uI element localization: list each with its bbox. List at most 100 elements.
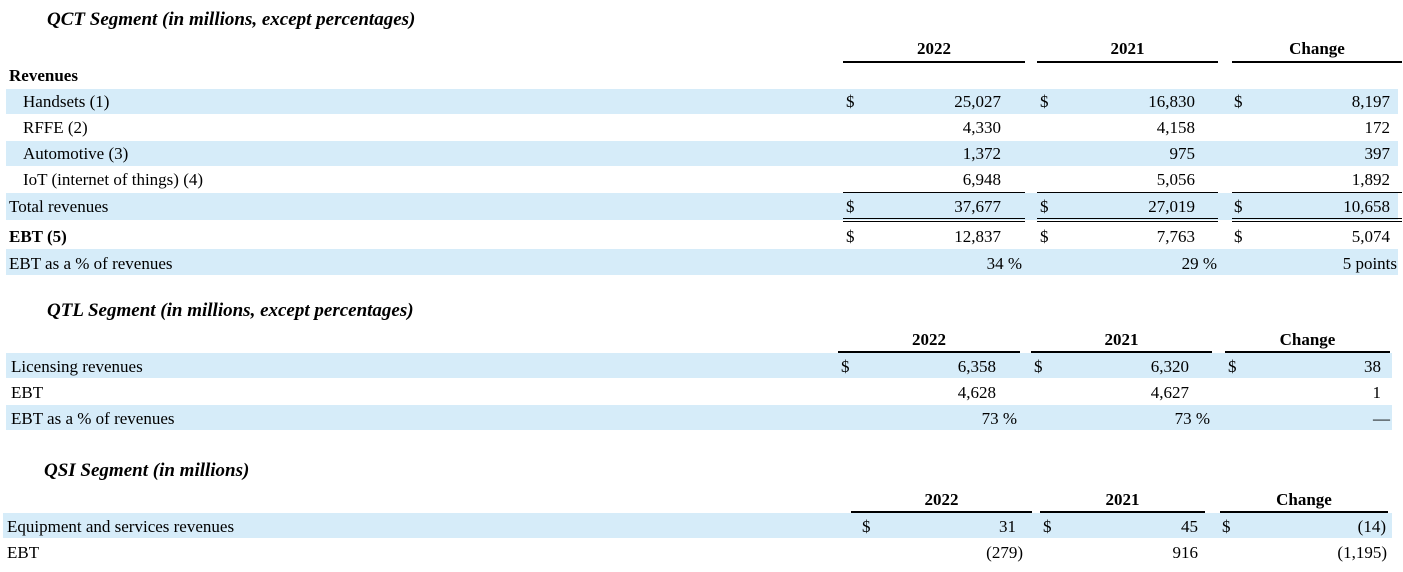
value-2022: 1,372 (962, 144, 1001, 163)
qtl-header-2021: 2021 (1104, 330, 1139, 349)
value-2021: 975 (1169, 144, 1196, 163)
value-2022: 31 (999, 517, 1016, 536)
qsi-header-rule-change (1220, 511, 1388, 513)
row-band (6, 89, 1398, 114)
value-2022: 12,837 (954, 227, 1001, 246)
row-band (6, 249, 1398, 275)
value-2022: (279) (986, 543, 1023, 562)
value-change: 38 (1364, 357, 1381, 376)
value-2021: 6,320 (1150, 357, 1189, 376)
value-change: — (1373, 409, 1390, 428)
currency-symbol: $ (1043, 517, 1052, 536)
value-2021: 45 (1181, 517, 1198, 536)
value-change: 397 (1364, 144, 1391, 163)
row-label: Handsets (1) (23, 92, 110, 111)
row-band (6, 141, 1398, 166)
value-change: 8,197 (1351, 92, 1390, 111)
value-2021: 4,627 (1150, 383, 1189, 402)
value-2021: 4,158 (1156, 118, 1195, 137)
value-2022: 6,358 (957, 357, 996, 376)
value-2021: 29 % (1181, 254, 1217, 273)
currency-symbol: $ (846, 92, 855, 111)
value-change: 1 (1372, 383, 1382, 402)
row-band (6, 193, 1398, 220)
subtotal-rule (1232, 192, 1402, 193)
value-2022: 6,948 (962, 170, 1001, 189)
qtl-header-rule-2021 (1031, 351, 1212, 353)
qct-header-rule-2022 (843, 61, 1025, 63)
value-change: (14) (1357, 517, 1386, 536)
row-label: RFFE (2) (23, 118, 88, 137)
row-label: EBT as a % of revenues (9, 254, 173, 273)
row-label: IoT (internet of things) (4) (23, 170, 204, 189)
qtl-title: QTL Segment (in millions, except percent… (47, 300, 414, 321)
row-label: EBT as a % of revenues (11, 409, 175, 428)
value-change: 10,658 (1343, 197, 1390, 216)
currency-symbol: $ (1234, 227, 1243, 246)
value-2022: 4,628 (957, 383, 996, 402)
row-label: Equipment and services revenues (7, 517, 235, 536)
currency-symbol: $ (862, 517, 871, 536)
row-label: Licensing revenues (11, 357, 143, 376)
value-change: 5 points (1342, 254, 1397, 273)
qct-title: QCT Segment (in millions, except percent… (47, 9, 416, 30)
value-2021: 16,830 (1148, 92, 1195, 111)
qtl-header-rule-change (1225, 351, 1390, 353)
currency-symbol: $ (1222, 517, 1231, 536)
row-label: EBT (5) (9, 227, 67, 246)
qtl-header-change: Change (1279, 330, 1336, 349)
row-band (6, 353, 1392, 378)
value-change: 172 (1364, 118, 1391, 137)
currency-symbol: $ (841, 357, 850, 376)
qsi-header-2021: 2021 (1105, 490, 1140, 509)
value-2021: 916 (1172, 543, 1199, 562)
value-2022: 73 % (981, 409, 1017, 428)
qct-header-rule-2021 (1037, 61, 1218, 63)
qsi-header-rule-2021 (1040, 511, 1205, 513)
value-2021: 27,019 (1148, 197, 1195, 216)
currency-symbol: $ (1040, 227, 1049, 246)
total-double-rule (843, 221, 1025, 222)
currency-symbol: $ (1034, 357, 1043, 376)
qtl-header-2022: 2022 (912, 330, 946, 349)
subtotal-rule (1037, 192, 1218, 193)
total-double-rule (1232, 218, 1402, 219)
value-2021: 5,056 (1156, 170, 1195, 189)
row-label: EBT (7, 543, 40, 562)
currency-symbol: $ (1234, 92, 1243, 111)
qct-header-2021: 2021 (1110, 39, 1145, 58)
total-double-rule (1232, 221, 1402, 222)
currency-symbol: $ (846, 227, 855, 246)
currency-symbol: $ (1040, 92, 1049, 111)
qct-header-rule-change (1232, 61, 1402, 63)
value-2022: 37,677 (954, 197, 1001, 216)
qct-header-2022: 2022 (917, 39, 951, 58)
row-label: Automotive (3) (23, 144, 129, 163)
currency-symbol: $ (1228, 357, 1237, 376)
total-double-rule (1037, 221, 1218, 222)
qct-header-change: Change (1289, 39, 1345, 58)
qsi-title: QSI Segment (in millions) (44, 460, 250, 481)
value-2021: 73 % (1174, 409, 1210, 428)
row-band (3, 513, 1392, 538)
qct-revenues-label: Revenues (9, 66, 78, 85)
qsi-header-rule-2022 (851, 511, 1032, 513)
qtl-header-rule-2022 (838, 351, 1020, 353)
row-band (6, 405, 1392, 430)
value-change: 1,892 (1351, 170, 1390, 189)
value-2021: 7,763 (1156, 227, 1195, 246)
row-label: Total revenues (9, 197, 109, 216)
value-2022: 34 % (986, 254, 1022, 273)
currency-symbol: $ (846, 197, 855, 216)
row-label: EBT (11, 383, 44, 402)
value-2022: 25,027 (954, 92, 1001, 111)
total-double-rule (843, 218, 1025, 219)
value-change: (1,195) (1337, 543, 1387, 562)
qsi-header-change: Change (1276, 490, 1332, 509)
value-2022: 4,330 (962, 118, 1001, 137)
subtotal-rule (843, 192, 1025, 193)
total-double-rule (1037, 218, 1218, 219)
value-change: 5,074 (1351, 227, 1390, 246)
qsi-header-2022: 2022 (924, 490, 959, 509)
currency-symbol: $ (1234, 197, 1243, 216)
